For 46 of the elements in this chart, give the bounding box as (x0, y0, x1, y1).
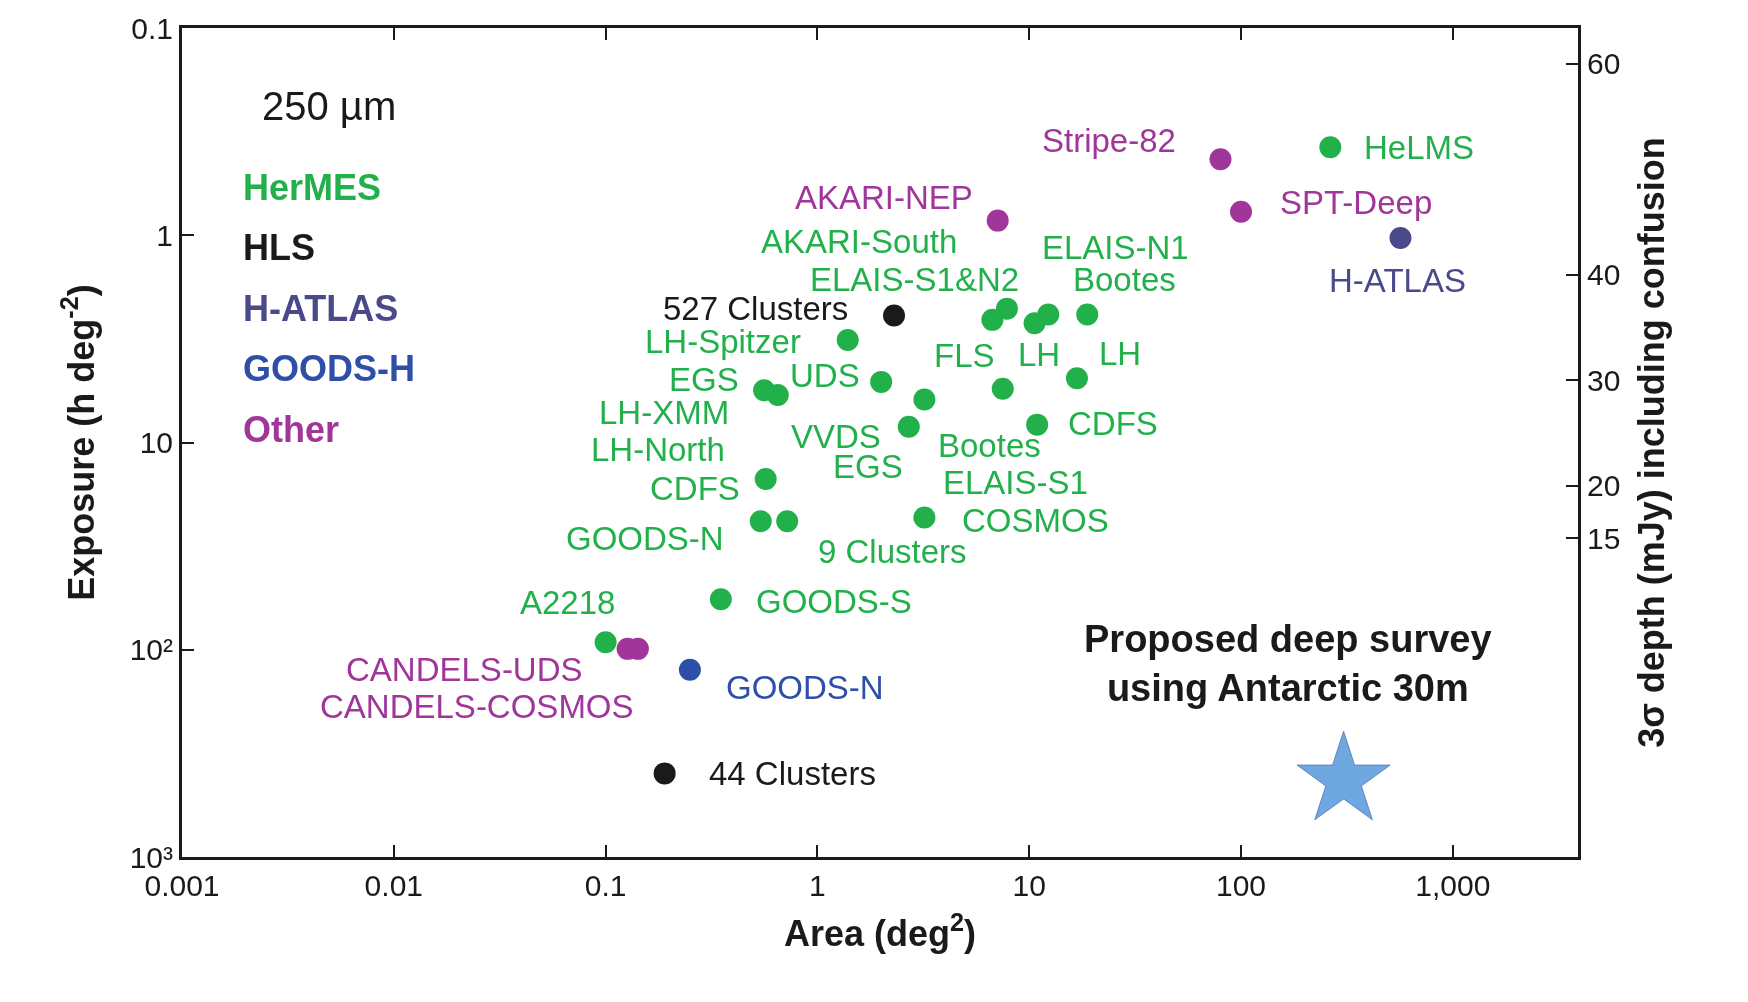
annotation: AKARI-NEP (795, 179, 973, 216)
x-axis-title: Area (deg$^{2}$) (783, 907, 977, 954)
annotation: Bootes (938, 427, 1041, 464)
x-tick-label: 100 (1215, 869, 1267, 902)
annotation: GOODS-S (756, 583, 912, 620)
annotation: A2218 (520, 584, 616, 621)
annotation: ELAIS-S1 (943, 464, 1088, 501)
x-tick-label: 1 (809, 869, 826, 902)
annotation: UDS (790, 357, 860, 394)
x-tick-label: 0.01 (364, 869, 423, 902)
y2-tick-label: 20 (1587, 469, 1621, 503)
y-tick-label: 1 (156, 218, 173, 252)
y-tick-label: 10 (139, 426, 173, 459)
y2-axis-title: 3σ depth (mJy) including confusion (1631, 137, 1673, 748)
annotation: H-ATLAS (1329, 262, 1466, 299)
text: HerMES (243, 167, 382, 208)
annotation: HeLMS (1364, 129, 1475, 166)
annotation: LH (1099, 335, 1142, 372)
annotation: 44 Clusters (709, 755, 876, 792)
annotation: GOODS-N (566, 520, 724, 557)
text: HLS (243, 227, 315, 268)
y2-tick-label: 30 (1587, 363, 1621, 397)
annotation: GOODS-N (726, 669, 884, 706)
annotation: CDFS (650, 470, 740, 507)
annotation: SPT-Deep (1280, 184, 1433, 221)
x-tick-label: 1,000 (1415, 869, 1491, 902)
x-tick-label: 0.1 (584, 869, 627, 902)
annotation: Proposed deep survey using Antarctic 30m (1084, 618, 1492, 710)
annotation: 250 µm (262, 84, 397, 128)
annotation: CANDELS-UDS (346, 651, 583, 688)
y2-tick-label: 40 (1587, 258, 1621, 292)
annotation: CDFS (1068, 405, 1158, 442)
text: Other (243, 409, 340, 450)
x-tick-label: 10 (1012, 869, 1046, 902)
text: H-ATLAS (243, 288, 399, 329)
y2-tick-label: 15 (1587, 521, 1621, 555)
y-tick-label: 0.1 (131, 11, 173, 45)
y-tick-label: 10² (129, 633, 174, 667)
annotation: CANDELS-COSMOS (320, 688, 634, 725)
annotation: LH (1018, 336, 1061, 373)
annotation: FLS (934, 337, 995, 374)
annotation: AKARI-South (761, 223, 958, 260)
annotation: LH-North (591, 431, 725, 468)
y2-tick-label: 60 (1587, 47, 1621, 81)
annotation: Stripe-82 (1042, 122, 1176, 159)
text: GOODS-H (243, 348, 416, 389)
